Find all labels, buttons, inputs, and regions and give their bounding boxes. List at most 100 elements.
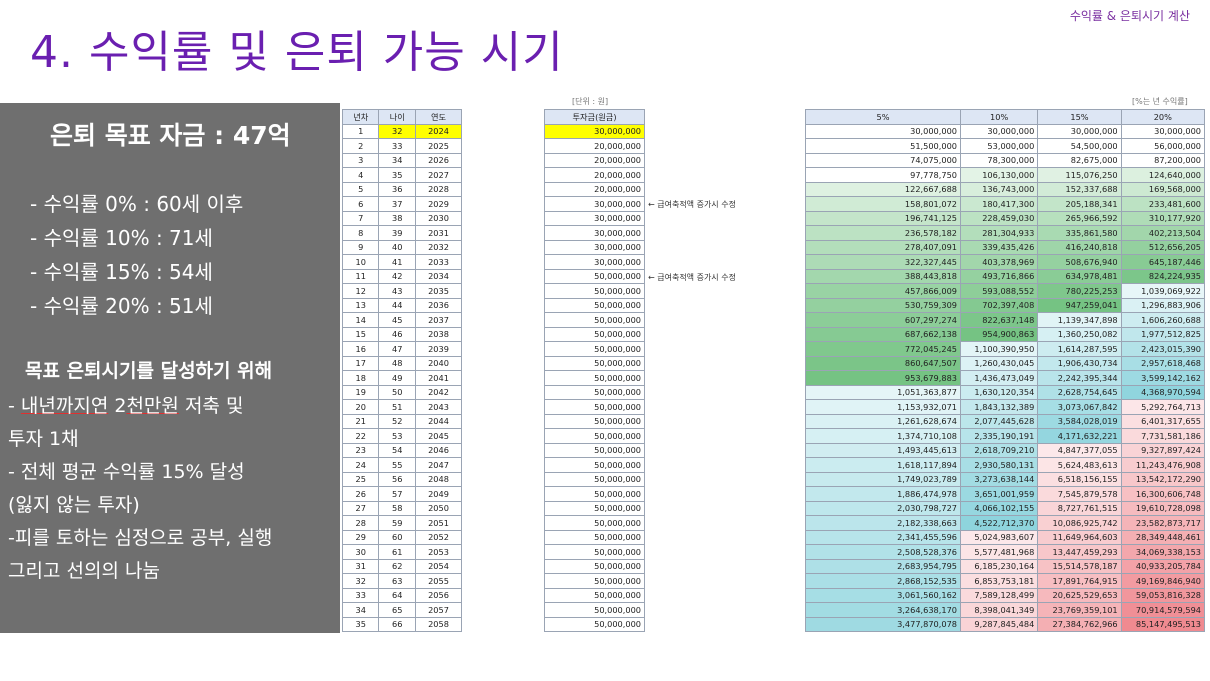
return-cell: 954,900,863 bbox=[959, 326, 1039, 342]
table-cell: 44 bbox=[378, 297, 416, 313]
table-row: 457,866,009 593,088,552 780,225,253 1,039,0… bbox=[805, 283, 1206, 299]
return-cell: 13,542,172,290 bbox=[1120, 471, 1206, 487]
return-cell: 233,481,600 bbox=[1120, 196, 1206, 212]
invest-cell: 50,000,000 bbox=[544, 486, 645, 502]
return-cell: 34,069,338,153 bbox=[1120, 544, 1206, 560]
rate-line-10: - 수익률 10% : 71세 bbox=[30, 226, 213, 250]
col-header-15pct: 15% bbox=[1037, 109, 1122, 125]
invest-cell: 50,000,000 bbox=[544, 283, 645, 299]
table-row: 1,749,023,789 3,273,638,144 6,518,156,155 1… bbox=[805, 471, 1206, 487]
return-cell: 772,045,245 bbox=[805, 341, 961, 357]
invest-cell: 50,000,000 bbox=[544, 442, 645, 458]
table-cell: 30 bbox=[341, 544, 380, 560]
return-cell: 1,051,363,877 bbox=[805, 384, 961, 400]
table-cell: 2025 bbox=[414, 138, 463, 154]
table-row: 7 38 2030 bbox=[341, 210, 463, 226]
table-cell: 60 bbox=[378, 529, 416, 545]
return-cell: 4,522,712,370 bbox=[959, 515, 1039, 531]
table-cell: 2035 bbox=[414, 283, 463, 299]
table-cell: 2049 bbox=[414, 486, 463, 502]
table-cell: 55 bbox=[378, 457, 416, 473]
return-cell: 115,076,250 bbox=[1037, 167, 1122, 183]
table-cell: 2034 bbox=[414, 268, 463, 284]
year-table: 년차 나이 연도 1 32 2024 2 33 2025 3 34 2026 4 35 2027 5 36… bbox=[341, 109, 463, 632]
return-cell: 7,545,879,578 bbox=[1037, 486, 1122, 502]
return-cell: 20,625,529,653 bbox=[1037, 587, 1122, 603]
table-cell: 2058 bbox=[414, 616, 463, 632]
table-cell: 21 bbox=[341, 413, 380, 429]
return-cell: 236,578,182 bbox=[805, 225, 961, 241]
table-row: 1,261,628,674 2,077,445,628 3,584,028,019 6… bbox=[805, 413, 1206, 429]
table-row: 860,647,507 1,260,430,045 1,906,430,734 2,9… bbox=[805, 355, 1206, 371]
table-cell: 23 bbox=[341, 442, 380, 458]
table-row: 14 45 2037 bbox=[341, 312, 463, 328]
invest-cell: 50,000,000 bbox=[544, 399, 645, 415]
return-cell: 1,618,117,894 bbox=[805, 457, 961, 473]
return-cell: 158,801,072 bbox=[805, 196, 961, 212]
invest-cell: 50,000,000 bbox=[544, 370, 645, 386]
return-cell: 403,378,969 bbox=[959, 254, 1039, 270]
return-cell: 780,225,253 bbox=[1037, 283, 1122, 299]
return-cell: 9,287,845,484 bbox=[959, 616, 1039, 632]
table-row: 29 60 2052 bbox=[341, 529, 463, 545]
table-row: 50,000,000 bbox=[544, 500, 645, 516]
return-cell: 40,933,205,784 bbox=[1120, 558, 1206, 574]
plan-1-rest: 저축 및 bbox=[178, 395, 244, 417]
return-cell: 593,088,552 bbox=[959, 283, 1039, 299]
table-row: 20,000,000 bbox=[544, 138, 645, 154]
table-row: 50,000,000 bbox=[544, 602, 645, 618]
invest-cell: 30,000,000 bbox=[544, 196, 645, 212]
return-cell: 30,000,000 bbox=[805, 123, 961, 139]
return-cell: 2,930,580,131 bbox=[959, 457, 1039, 473]
table-cell: 35 bbox=[341, 616, 380, 632]
invest-cell: 30,000,000 bbox=[544, 123, 645, 139]
table-row: 2 33 2025 bbox=[341, 138, 463, 154]
note-2: ← 급여축적액 증가시 수정 bbox=[648, 273, 736, 282]
invest-cell: 50,000,000 bbox=[544, 500, 645, 516]
return-cell: 1,886,474,978 bbox=[805, 486, 961, 502]
table-row: 35 66 2058 bbox=[341, 616, 463, 632]
table-cell: 49 bbox=[378, 370, 416, 386]
return-cell: 3,651,001,959 bbox=[959, 486, 1039, 502]
return-cell: 1,436,473,049 bbox=[959, 370, 1039, 386]
table-row: 2,868,152,535 6,853,753,181 17,891,764,915… bbox=[805, 573, 1206, 589]
table-cell: 54 bbox=[378, 442, 416, 458]
table-row: 50,000,000 bbox=[544, 558, 645, 574]
return-cell: 5,292,764,713 bbox=[1120, 399, 1206, 415]
plan-1-prefix: - bbox=[8, 395, 21, 417]
return-cell: 54,500,000 bbox=[1037, 138, 1122, 154]
table-row: 1,618,117,894 2,930,580,131 5,624,483,613 1… bbox=[805, 457, 1206, 473]
col-header-10pct: 10% bbox=[959, 109, 1039, 125]
table-row: 50,000,000 bbox=[544, 428, 645, 444]
table-cell: 14 bbox=[341, 312, 380, 328]
invest-cell: 50,000,000 bbox=[544, 515, 645, 531]
return-cell: 687,662,138 bbox=[805, 326, 961, 342]
return-cell: 416,240,818 bbox=[1037, 239, 1122, 255]
return-cell: 74,075,000 bbox=[805, 152, 961, 168]
table-row: 50,000,000 bbox=[544, 283, 645, 299]
plan-2-cont: (잃지 않는 투자) bbox=[8, 494, 140, 516]
return-cell: 3,073,067,842 bbox=[1037, 399, 1122, 415]
table-cell: 2029 bbox=[414, 196, 463, 212]
table-cell: 61 bbox=[378, 544, 416, 560]
return-cell: 1,374,710,108 bbox=[805, 428, 961, 444]
table-row: 30,000,000 bbox=[544, 239, 645, 255]
table-row: 50,000,000 bbox=[544, 471, 645, 487]
table-row: 3 34 2026 bbox=[341, 152, 463, 168]
table-cell: 1 bbox=[341, 123, 380, 139]
table-cell: 32 bbox=[341, 573, 380, 589]
return-cell: 2,030,798,727 bbox=[805, 500, 961, 516]
table-cell: 39 bbox=[378, 225, 416, 241]
table-row: 50,000,000 bbox=[544, 399, 645, 415]
invest-cell: 50,000,000 bbox=[544, 341, 645, 357]
table-cell: 43 bbox=[378, 283, 416, 299]
table-cell: 59 bbox=[378, 515, 416, 531]
table-row: 2,508,528,376 5,577,481,968 13,447,459,293… bbox=[805, 544, 1206, 560]
invest-cell: 50,000,000 bbox=[544, 457, 645, 473]
return-cell: 2,077,445,628 bbox=[959, 413, 1039, 429]
return-cell: 17,891,764,915 bbox=[1037, 573, 1122, 589]
note-1: ← 급여축적액 증가시 수정 bbox=[648, 200, 736, 209]
invest-cell: 50,000,000 bbox=[544, 355, 645, 371]
table-row: 50,000,000 bbox=[544, 312, 645, 328]
return-cell: 23,582,873,717 bbox=[1120, 515, 1206, 531]
